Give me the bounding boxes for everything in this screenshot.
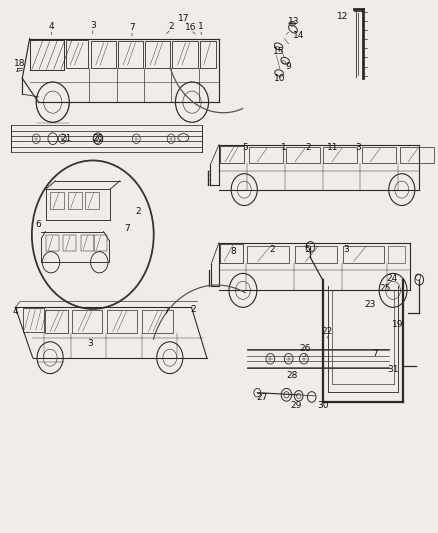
Text: 5: 5 <box>304 245 310 254</box>
Text: 20: 20 <box>92 134 104 143</box>
Text: 29: 29 <box>291 401 302 410</box>
Text: 1: 1 <box>280 143 286 152</box>
Text: 3: 3 <box>355 143 361 152</box>
Text: 14: 14 <box>293 31 304 41</box>
Text: 9: 9 <box>286 62 292 70</box>
Text: 15: 15 <box>273 47 285 56</box>
Text: 24: 24 <box>387 273 398 282</box>
Text: 31: 31 <box>387 366 399 374</box>
Text: 27: 27 <box>256 393 267 402</box>
Text: 3: 3 <box>88 339 93 348</box>
Text: 21: 21 <box>60 134 71 143</box>
Text: 1: 1 <box>198 22 204 31</box>
Text: 30: 30 <box>318 401 329 410</box>
Text: 12: 12 <box>337 12 349 21</box>
Text: 7: 7 <box>163 307 169 316</box>
Text: 16: 16 <box>185 23 197 32</box>
Text: 2: 2 <box>136 207 141 216</box>
Text: 23: 23 <box>365 300 376 309</box>
Text: 19: 19 <box>392 320 403 329</box>
Text: 18: 18 <box>14 59 25 68</box>
Text: 4: 4 <box>49 22 54 31</box>
Text: 6: 6 <box>35 220 41 229</box>
Text: 2: 2 <box>190 305 196 314</box>
Text: 7: 7 <box>124 224 130 233</box>
Text: 4: 4 <box>13 307 18 316</box>
Text: 7: 7 <box>129 23 135 33</box>
Text: 8: 8 <box>230 247 236 256</box>
Text: 2: 2 <box>168 22 174 31</box>
Text: 17: 17 <box>177 14 189 23</box>
Text: 7: 7 <box>372 350 378 359</box>
Ellipse shape <box>289 21 295 26</box>
Text: 22: 22 <box>321 327 332 336</box>
Text: 10: 10 <box>274 74 286 83</box>
Text: 2: 2 <box>306 143 311 152</box>
Text: 28: 28 <box>286 370 298 379</box>
Text: 11: 11 <box>327 143 339 152</box>
Text: 3: 3 <box>344 245 350 254</box>
Text: 3: 3 <box>90 21 95 30</box>
Text: 5: 5 <box>242 143 248 152</box>
Text: 13: 13 <box>288 17 300 26</box>
Text: 25: 25 <box>380 284 391 293</box>
Text: 26: 26 <box>300 344 311 353</box>
Text: 2: 2 <box>270 245 276 254</box>
